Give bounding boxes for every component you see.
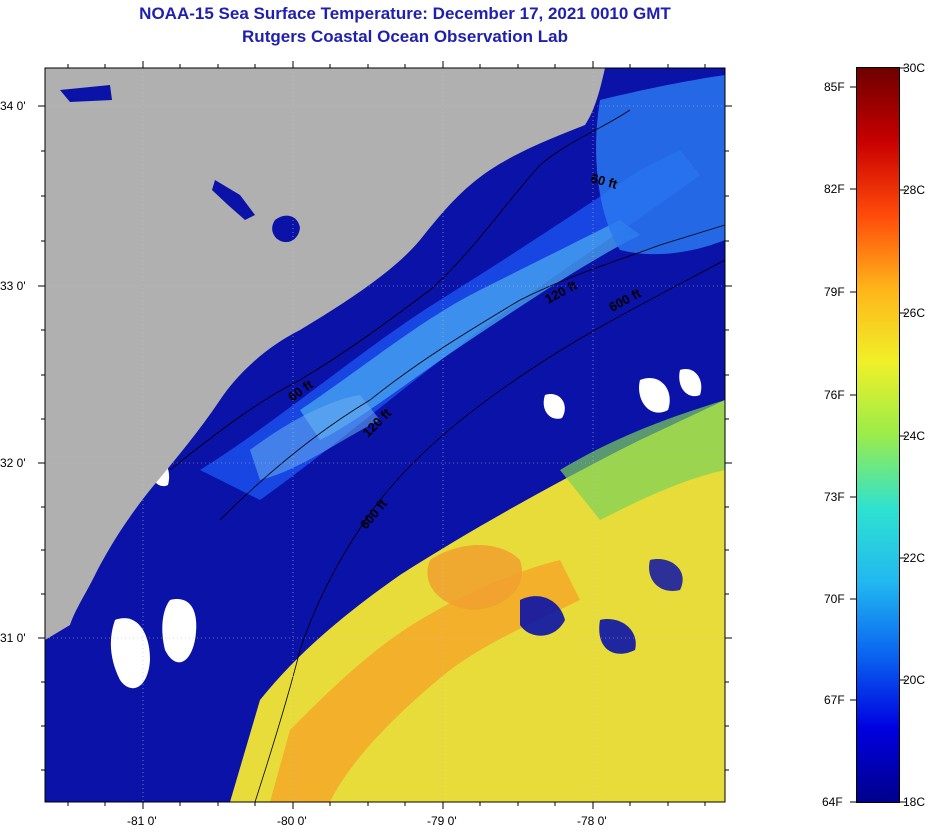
lon-label: -79 0' [427, 814, 457, 828]
cloud-patch-3 [639, 378, 670, 413]
cloud-patch-1 [162, 599, 197, 663]
map-title: NOAA-15 Sea Surface Temperature: Decembe… [139, 4, 671, 23]
inland-waterway-2 [212, 180, 255, 220]
x-axis-ticks [67, 61, 706, 809]
colorbar-c-label: 30C [903, 61, 926, 75]
cloud-patch-2 [110, 618, 150, 689]
cloud-patch-4 [679, 369, 702, 397]
contour-600ft [254, 259, 725, 802]
contour-120ft [219, 224, 725, 521]
lon-label: -78 0' [577, 814, 607, 828]
colorbar-c-label: 20C [903, 673, 926, 687]
colorbar-c-label: 28C [903, 183, 926, 197]
contour-60ft [169, 109, 631, 471]
lat-label: 32 0' [0, 456, 26, 470]
colorbar-c-label: 18C [903, 795, 926, 809]
land-mass [45, 68, 605, 640]
bathymetry-contours [169, 109, 725, 802]
gulf-stream-orange-core [270, 560, 580, 802]
colorbar-c-label: 24C [903, 429, 926, 443]
lon-label: -81 0' [127, 814, 157, 828]
lon-label: -80 0' [277, 814, 307, 828]
colorbar-f-label: 70F [824, 592, 845, 606]
eddy-blue-1 [520, 596, 565, 636]
map-frame [44, 67, 726, 803]
eddy-blue-2 [599, 619, 636, 654]
colorbar-c-label: 26C [903, 306, 926, 320]
colorbar-f-label: 76F [824, 388, 845, 402]
colorbar-c-label: 22C [903, 551, 926, 565]
gulf-stream-green-edge [560, 400, 725, 520]
cloud-patch-6 [543, 394, 565, 419]
colorbar-f-label: 64F [822, 795, 843, 809]
colorbar-f-label: 79F [824, 285, 845, 299]
lat-label: 31 0' [0, 631, 26, 645]
lat-label: 33 0' [0, 279, 26, 293]
colorbar-f-label: 85F [824, 80, 845, 94]
temperature-colorbar [856, 67, 900, 803]
y-axis-ticks [38, 105, 732, 771]
colorbar-f-label: 82F [824, 182, 845, 196]
upper-right-light-water [596, 75, 725, 255]
contour-label: 60 ft [589, 170, 619, 192]
eddy-blue-3 [649, 559, 683, 591]
colorbar-f-label: 67F [824, 693, 845, 707]
colorbar-f-label: 73F [824, 490, 845, 504]
graticule [45, 68, 725, 802]
gulf-stream-orange-patch [427, 545, 522, 610]
inland-lake [272, 215, 300, 243]
lat-label: 34 0' [0, 99, 26, 113]
inland-waterway-1 [60, 85, 112, 102]
map-subtitle: Rutgers Coastal Ocean Observation Lab [242, 27, 568, 46]
